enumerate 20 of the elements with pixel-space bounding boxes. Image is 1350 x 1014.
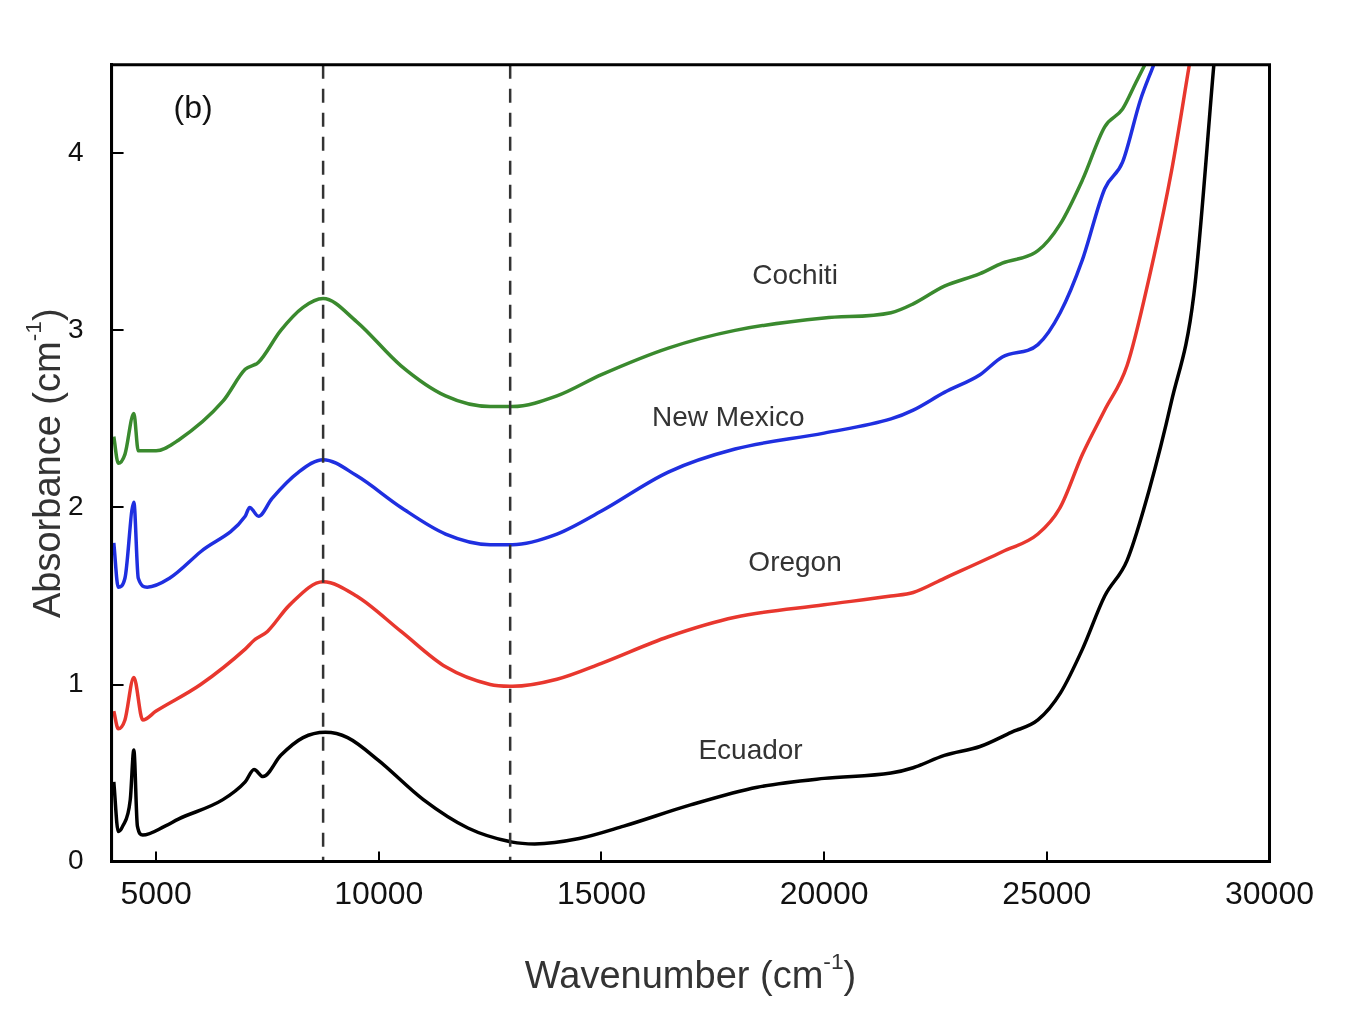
x-tick-label: 30000: [1225, 874, 1314, 911]
series-label: Oregon: [748, 545, 842, 577]
y-tick-label: 3: [67, 313, 84, 345]
x-tick-label: 25000: [1002, 874, 1092, 911]
x-tick-label: 20000: [779, 874, 869, 911]
series-label: Ecuador: [698, 733, 803, 765]
line-series: [112, 64, 1156, 589]
y-tick-label: 1: [67, 667, 84, 699]
line-series: [112, 64, 1147, 465]
series-label: New Mexico: [652, 400, 805, 432]
x-tick-label: 5000: [120, 874, 192, 911]
y-tick-label: 4: [67, 136, 84, 168]
x-tick-label: 15000: [556, 874, 646, 911]
y-tick-label: 2: [67, 490, 84, 522]
y-axis-title: Absorbance (cm-1): [20, 308, 69, 618]
series-label: Cochiti: [752, 259, 838, 291]
x-tick-label: 10000: [334, 874, 424, 911]
line-series: [112, 64, 1192, 731]
y-tick-label: 0: [67, 844, 84, 876]
annotation: (b): [173, 88, 213, 125]
